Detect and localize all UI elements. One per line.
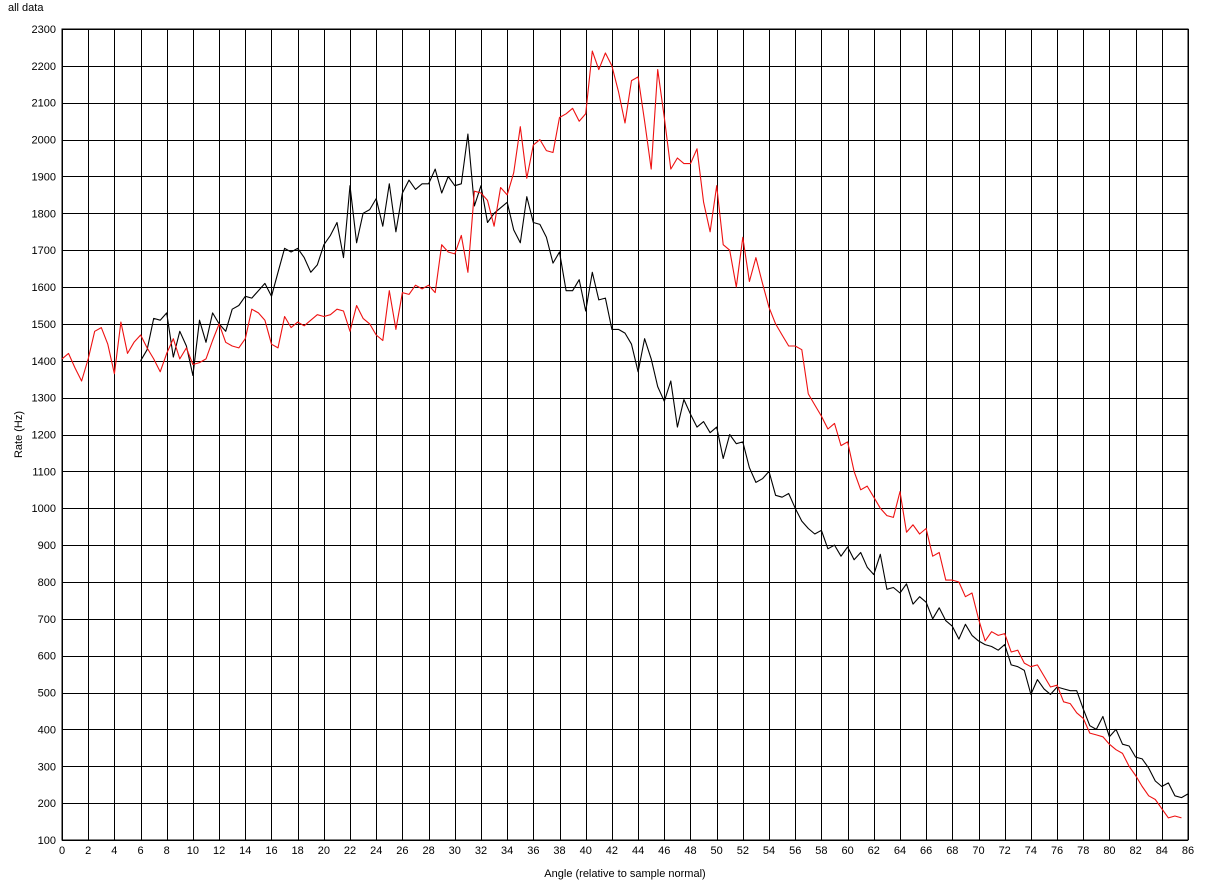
x-tick-label: 50 [711, 845, 723, 857]
x-tick-label: 30 [449, 845, 461, 857]
x-tick-label: 66 [920, 845, 932, 857]
x-tick-label: 78 [1077, 845, 1089, 857]
x-tick-label: 82 [1130, 845, 1142, 857]
x-tick-label: 76 [1051, 845, 1063, 857]
y-tick-label: 800 [38, 577, 56, 589]
x-tick-label: 68 [946, 845, 958, 857]
y-tick-label: 100 [38, 835, 56, 847]
x-tick-label: 0 [59, 845, 65, 857]
y-tick-label: 1400 [32, 356, 56, 368]
x-tick-label: 64 [894, 845, 906, 857]
series-group [61, 50, 1189, 819]
x-tick-label: 2 [85, 845, 91, 857]
x-tick-label: 74 [1025, 845, 1037, 857]
x-tick-label: 12 [213, 845, 225, 857]
x-tick-label: 36 [527, 845, 539, 857]
x-tick-label: 56 [789, 845, 801, 857]
y-tick-label: 1300 [32, 393, 56, 405]
y-tick-label: 1700 [32, 245, 56, 257]
y-tick-label: 1100 [32, 466, 56, 478]
chart-title: all data [8, 2, 44, 14]
x-tick-label: 54 [763, 845, 775, 857]
x-tick-label: 26 [396, 845, 408, 857]
y-tick-label: 1200 [32, 430, 56, 442]
x-tick-label: 24 [370, 845, 382, 857]
y-tick-label: 700 [38, 614, 56, 626]
x-tick-label: 46 [658, 845, 670, 857]
y-tick-label: 1600 [32, 282, 56, 294]
x-tick-label: 72 [999, 845, 1011, 857]
x-tick-label: 52 [737, 845, 749, 857]
x-tick-label: 38 [553, 845, 565, 857]
y-tick-label: 900 [38, 540, 56, 552]
y-tick-label: 1900 [32, 171, 56, 183]
x-tick-label: 84 [1156, 845, 1168, 857]
x-tick-label: 22 [344, 845, 356, 857]
plot-frame [61, 28, 1189, 841]
x-tick-label: 60 [841, 845, 853, 857]
y-tick-label: 2300 [32, 24, 56, 36]
y-tick-label: 2200 [32, 61, 56, 73]
x-tick-label: 80 [1103, 845, 1115, 857]
y-tick-label: 1800 [32, 208, 56, 220]
y-tick-label: 400 [38, 724, 56, 736]
x-tick-label: 40 [580, 845, 592, 857]
y-tick-label: 2000 [32, 135, 56, 147]
y-tick-label: 500 [38, 688, 56, 700]
x-tick-label: 14 [239, 845, 251, 857]
x-tick-label: 20 [318, 845, 330, 857]
x-tick-label: 28 [422, 845, 434, 857]
x-tick-label: 6 [137, 845, 143, 857]
y-tick-label: 600 [38, 651, 56, 663]
x-tick-label: 10 [187, 845, 199, 857]
y-tick-label: 200 [38, 798, 56, 810]
x-tick-label: 8 [164, 845, 170, 857]
y-tick-label: 1000 [32, 503, 56, 515]
grid [62, 29, 1189, 841]
x-tick-label: 86 [1182, 845, 1194, 857]
x-tick-label: 34 [501, 845, 513, 857]
x-tick-label: 18 [292, 845, 304, 857]
x-tick-label: 70 [972, 845, 984, 857]
y-tick-label: 300 [38, 761, 56, 773]
y-axis-ticks: 100 200 300 400 500 600 700 800 900 1000 1100 1200 1… [32, 24, 56, 847]
series-line-2 [61, 50, 1182, 819]
x-tick-label: 16 [265, 845, 277, 857]
y-axis-label: Rate (Hz) [13, 411, 25, 458]
x-tick-label: 42 [606, 845, 618, 857]
y-tick-label: 1500 [32, 319, 56, 331]
x-tick-label: 48 [684, 845, 696, 857]
x-tick-label: 4 [111, 845, 117, 857]
x-tick-label: 58 [815, 845, 827, 857]
y-tick-label: 2100 [32, 98, 56, 110]
series-line-1 [140, 133, 1189, 799]
x-axis-ticks: 0 2 4 6 8 10 12 14 16 18 20 22 24 26 28 30 32 34 36 38 40 42 4… [59, 845, 1194, 857]
x-tick-label: 62 [868, 845, 880, 857]
x-tick-label: 44 [632, 845, 644, 857]
x-tick-label: 32 [475, 845, 487, 857]
x-axis-label: Angle (relative to sample normal) [544, 868, 705, 880]
